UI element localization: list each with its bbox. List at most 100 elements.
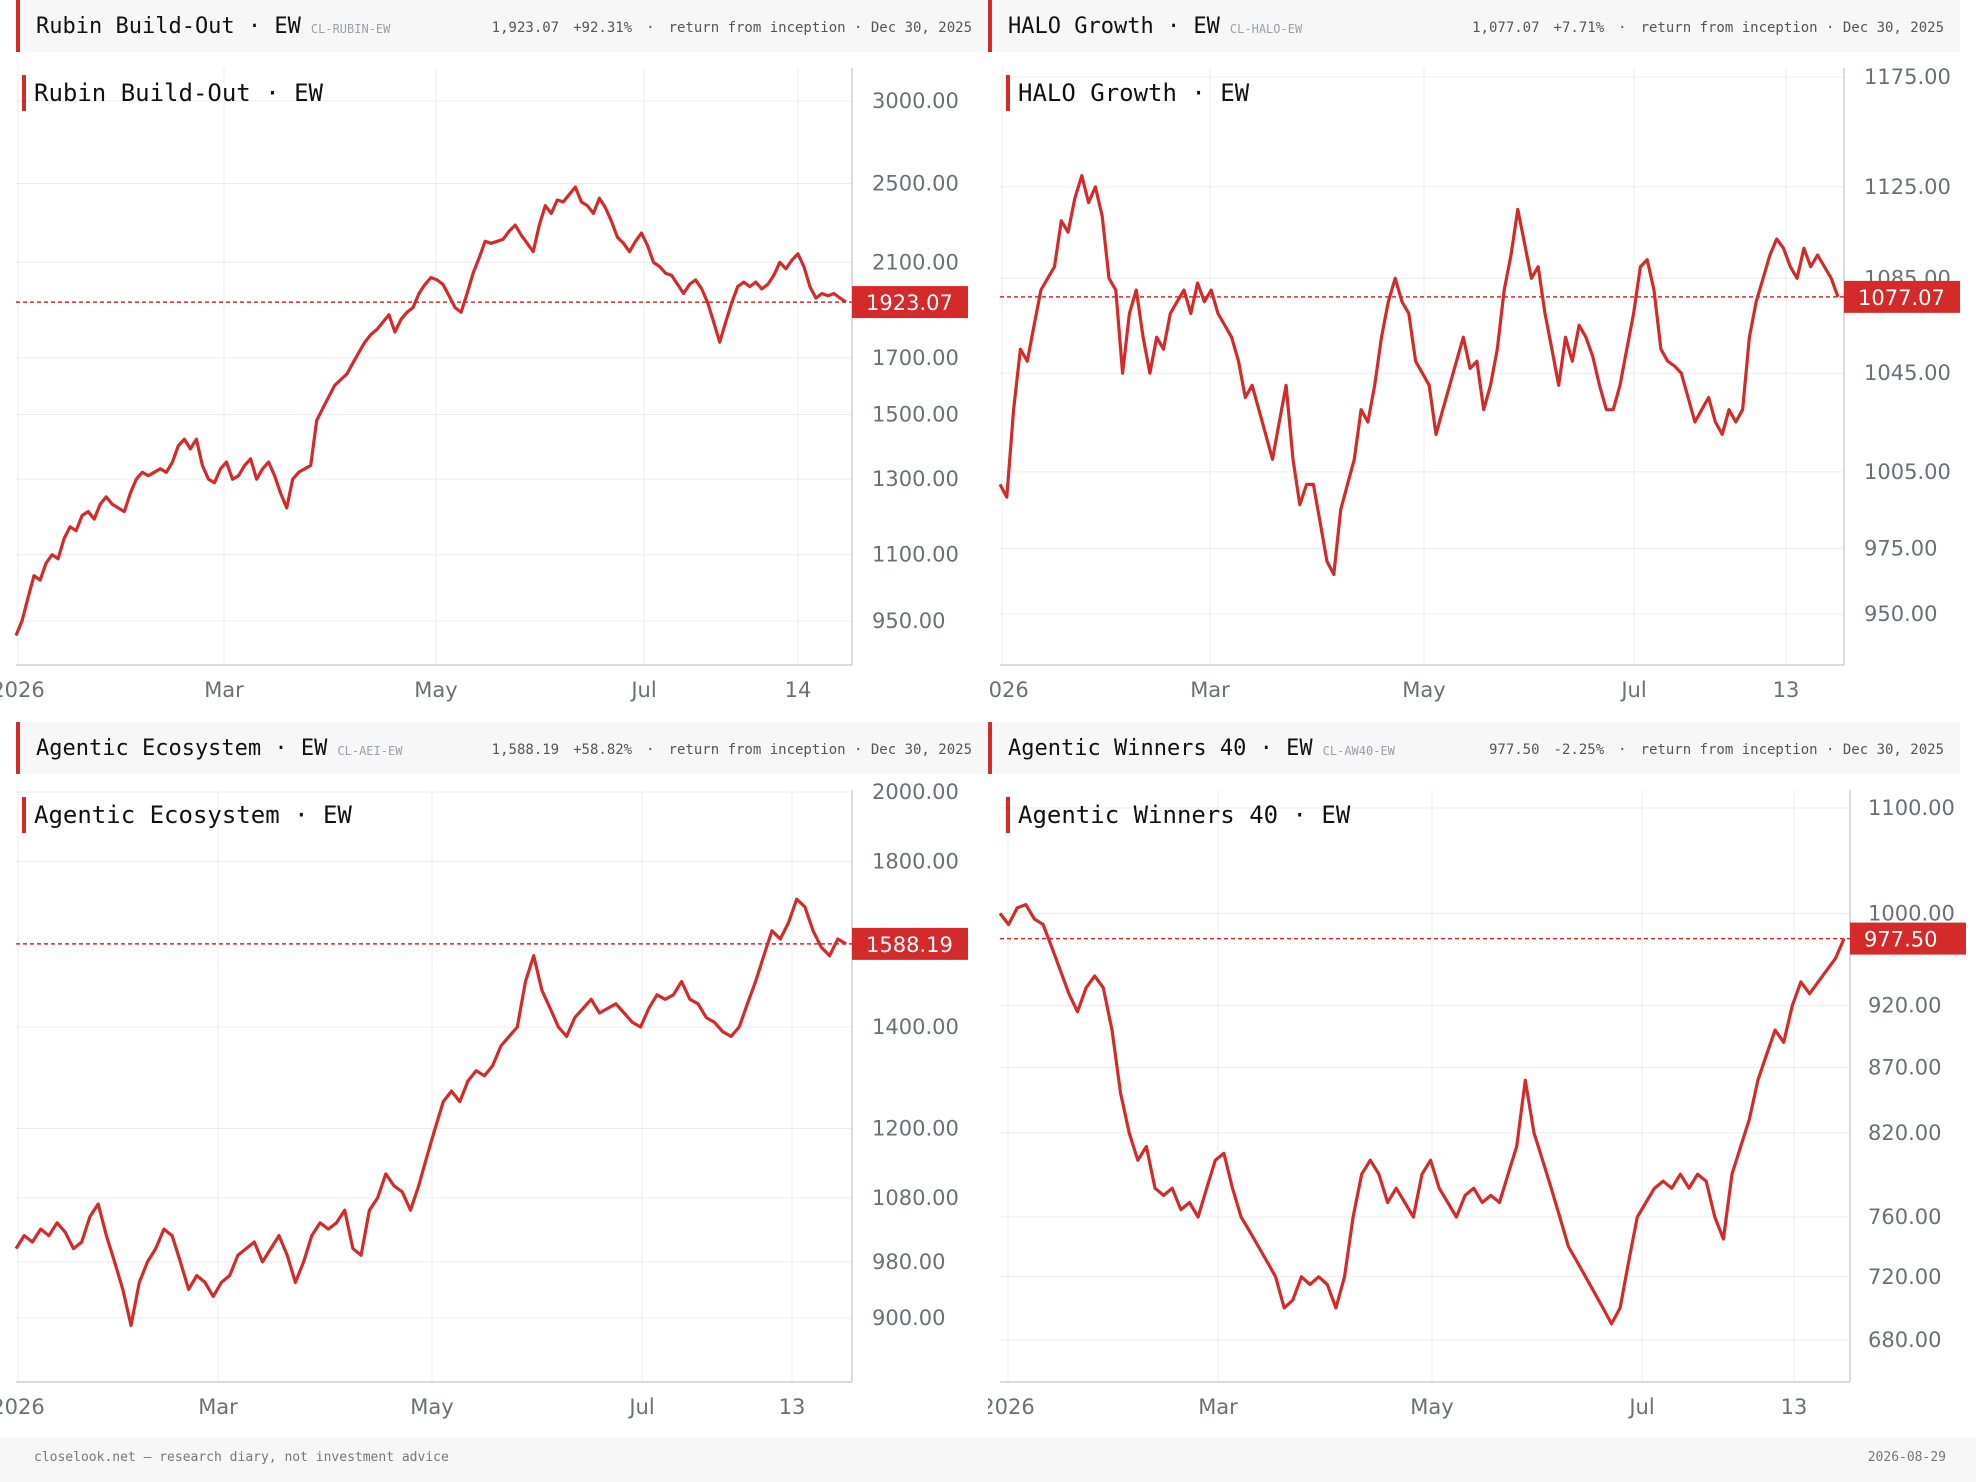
y-tick-label: 1200.00 bbox=[872, 1116, 959, 1140]
x-tick-label: May bbox=[414, 678, 457, 702]
last-value-badge bbox=[852, 286, 968, 319]
y-tick-label: 1700.00 bbox=[872, 346, 959, 370]
index-change: +58.82% bbox=[573, 742, 633, 758]
chart-halo[interactable]: 1175.001125.001085.001045.001005.00975.0… bbox=[988, 0, 1976, 716]
index-value: 1,077.07 bbox=[1472, 20, 1540, 36]
title-accent-bar bbox=[1006, 797, 1010, 833]
y-tick-label: 1100.00 bbox=[872, 543, 959, 567]
y-tick-label: 1500.00 bbox=[872, 402, 959, 426]
x-tick-label: Jul bbox=[627, 1395, 654, 1419]
index-note: return from inception · Dec 30, 2025 bbox=[1640, 20, 1944, 36]
last-value-label: 977.50 bbox=[1864, 928, 1937, 952]
x-tick-label: 13 bbox=[1773, 678, 1800, 702]
x-tick-label: May bbox=[1402, 678, 1445, 702]
chart-title: HALO Growth · EW bbox=[1018, 79, 1250, 107]
x-tick-label: Mar bbox=[1198, 1395, 1238, 1419]
last-value-badge bbox=[1850, 922, 1966, 955]
x-tick-label: 2026 bbox=[0, 1395, 45, 1419]
title-accent-bar bbox=[22, 75, 26, 111]
x-tick-label: Jul bbox=[1619, 678, 1646, 702]
y-tick-label: 2100.00 bbox=[872, 250, 959, 274]
panel-header: Rubin Build-Out · EW CL-RUBIN-EW 1,923.07… bbox=[16, 0, 988, 52]
index-change: +92.31% bbox=[573, 20, 633, 36]
x-tick-label: Mar bbox=[204, 678, 244, 702]
y-tick-label: 1100.00 bbox=[1868, 796, 1955, 820]
panel-halo-growth: HALO Growth · EW CL-HALO-EW 1,077.07 +7.71… bbox=[988, 0, 1976, 716]
y-tick-label: 760.00 bbox=[1868, 1205, 1941, 1229]
y-tick-label: 1080.00 bbox=[872, 1186, 959, 1210]
index-value: 1,588.19 bbox=[491, 742, 560, 758]
x-tick-label: Jul bbox=[1627, 1395, 1654, 1419]
index-name: Rubin Build-Out · EW bbox=[36, 14, 301, 39]
last-value-label: 1923.07 bbox=[866, 291, 953, 315]
index-name: Agentic Winners 40 · EW bbox=[1008, 736, 1313, 761]
chart-title: Rubin Build-Out · EW bbox=[34, 79, 324, 107]
index-change: +7.71% bbox=[1553, 20, 1605, 36]
y-tick-label: 1400.00 bbox=[872, 1015, 959, 1039]
chart-title: Agentic Winners 40 · EW bbox=[1018, 801, 1351, 829]
chart-rubin[interactable]: 3000.00 2500.00 2100.00 1700.00 1500.00 1300.… bbox=[0, 0, 988, 716]
y-tick-label: 3000.00 bbox=[872, 89, 959, 113]
x-tick-label: 13 bbox=[779, 1395, 806, 1419]
panel-header: HALO Growth · EW CL-HALO-EW 1,077.07 +7.71… bbox=[988, 0, 1960, 52]
footer-disclaimer: closelook.net — research diary, not inve… bbox=[34, 1450, 449, 1465]
y-tick-label: 1125.00 bbox=[1864, 175, 1951, 199]
y-tick-label: 1175.00 bbox=[1864, 65, 1951, 89]
x-tick-label: Jul bbox=[629, 678, 656, 702]
y-tick-label: 820.00 bbox=[1868, 1121, 1941, 1145]
index-value: 977.50 bbox=[1488, 742, 1540, 758]
y-tick-label: 900.00 bbox=[872, 1306, 945, 1330]
panel-agentic-winners-40: Agentic Winners 40 · EW CL-AW40-EW 977.50… bbox=[988, 722, 1976, 1438]
series-line bbox=[14, 897, 847, 1328]
index-name: HALO Growth · EW bbox=[1008, 14, 1220, 39]
y-tick-label: 1005.00 bbox=[1864, 460, 1951, 484]
x-tick-label: May bbox=[1410, 1395, 1453, 1419]
separator: · bbox=[646, 20, 655, 36]
panel-rubin-build-out: Rubin Build-Out · EW CL-RUBIN-EW 1,923.07… bbox=[0, 0, 988, 716]
y-tick-label: 680.00 bbox=[1868, 1328, 1941, 1352]
y-tick-label: 950.00 bbox=[872, 609, 945, 633]
separator: · bbox=[646, 742, 655, 758]
x-tick-label: 2026 bbox=[988, 678, 1029, 702]
last-value-label: 1588.19 bbox=[866, 933, 953, 957]
title-accent-bar bbox=[22, 797, 26, 833]
last-value-badge bbox=[852, 927, 968, 960]
panel-header: Agentic Ecosystem · EW CL-AEI-EW 1,588.19… bbox=[16, 722, 988, 774]
x-tick-label: May bbox=[410, 1395, 453, 1419]
x-tick-label: 13 bbox=[1781, 1395, 1808, 1419]
y-tick-label: 1300.00 bbox=[872, 467, 959, 491]
x-tick-label: Mar bbox=[1190, 678, 1230, 702]
index-value: 1,923.07 bbox=[491, 20, 560, 36]
index-code: CL-AEI-EW bbox=[337, 744, 403, 758]
y-tick-label: 720.00 bbox=[1868, 1265, 1941, 1289]
index-code: CL-AW40-EW bbox=[1322, 744, 1395, 758]
y-tick-label: 1800.00 bbox=[872, 849, 959, 873]
y-tick-label: 2500.00 bbox=[872, 171, 959, 195]
title-accent-bar bbox=[1006, 75, 1010, 111]
index-name: Agentic Ecosystem · EW bbox=[36, 736, 328, 761]
index-change: -2.25% bbox=[1553, 742, 1605, 758]
last-value-label: 1077.07 bbox=[1858, 286, 1945, 310]
y-tick-label: 1045.00 bbox=[1864, 361, 1951, 385]
panel-agentic-ecosystem: Agentic Ecosystem · EW CL-AEI-EW 1,588.19… bbox=[0, 722, 988, 1438]
y-tick-label: 980.00 bbox=[872, 1250, 945, 1274]
index-note: return from inception · Dec 30, 2025 bbox=[668, 20, 972, 36]
chart-agentic-ecosystem[interactable]: 2000.00 1800.00 1400.00 1200.00 1080.00 980.0… bbox=[0, 722, 988, 1438]
x-tick-label: 14 bbox=[785, 678, 812, 702]
index-code: CL-RUBIN-EW bbox=[310, 22, 391, 36]
last-value-badge bbox=[1844, 280, 1960, 313]
y-tick-label: 2000.00 bbox=[872, 780, 959, 804]
y-tick-label: 950.00 bbox=[1864, 602, 1937, 626]
y-tick-label: 920.00 bbox=[1868, 994, 1941, 1018]
index-note: return from inception · Dec 30, 2025 bbox=[1640, 742, 1944, 758]
index-note: return from inception · Dec 30, 2025 bbox=[668, 742, 972, 758]
chart-title: Agentic Ecosystem · EW bbox=[34, 801, 352, 829]
separator: · bbox=[1618, 742, 1627, 758]
x-tick-label: 2026 bbox=[988, 1395, 1035, 1419]
x-tick-label: 2026 bbox=[0, 678, 45, 702]
y-tick-label: 1000.00 bbox=[1868, 901, 1955, 925]
series-line bbox=[998, 174, 1840, 577]
chart-agentic-winners-40[interactable]: 1100.00 1000.00 920.00 870.00 820.00 760.00 72… bbox=[988, 722, 1976, 1438]
y-tick-label: 870.00 bbox=[1868, 1055, 1941, 1079]
separator: · bbox=[1618, 20, 1627, 36]
